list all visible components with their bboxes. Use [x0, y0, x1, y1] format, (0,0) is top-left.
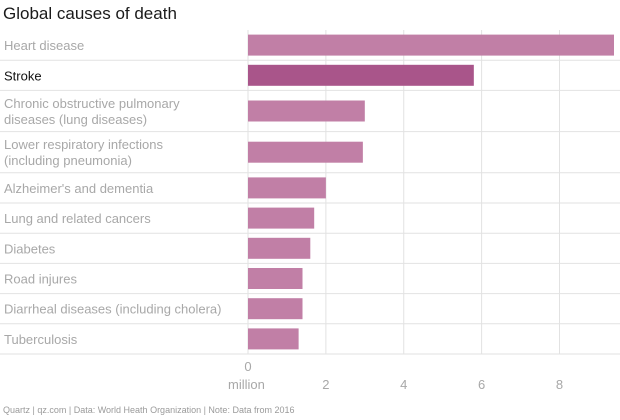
source-note: Quartz | qz.com | Data: World Heath Orga… [3, 405, 294, 415]
chart-title: Global causes of death [3, 4, 177, 23]
category-label-8: Diarrheal diseases (including cholera) [4, 302, 222, 317]
category-label-9: Tuberculosis [4, 332, 78, 347]
category-label-5: Lung and related cancers [4, 211, 151, 226]
bar-8 [248, 298, 303, 320]
category-label-3-0: Lower respiratory infections [4, 137, 163, 152]
category-label-0: Heart disease [4, 38, 84, 53]
x-tick-label-0: 0 [244, 359, 251, 374]
bar-9 [248, 328, 299, 350]
bars-layer [248, 34, 614, 350]
x-axis: 0 2 4 6 8 [244, 359, 563, 392]
bar-7 [248, 268, 303, 289]
bar-3 [248, 141, 363, 163]
x-tick-label-2: 2 [322, 377, 329, 392]
category-labels: Heart disease Stroke Chronic obstructive p… [4, 38, 222, 347]
category-label-4: Alzheimer's and dementia [4, 181, 154, 196]
bar-6 [248, 237, 311, 259]
category-label-1: Stroke [4, 68, 42, 83]
bar-5 [248, 207, 315, 229]
x-axis-label: million [228, 377, 265, 392]
category-label-3-1: (including pneumonia) [4, 153, 132, 168]
category-label-2-0: Chronic obstructive pulmonary [4, 96, 180, 111]
x-tick-label-4: 4 [400, 377, 407, 392]
category-label-7: Road injures [4, 272, 77, 287]
category-label-6: Diabetes [4, 241, 56, 256]
x-tick-label-6: 6 [478, 377, 485, 392]
bar-4 [248, 177, 326, 199]
bar-1 [248, 64, 474, 86]
bar-2 [248, 100, 365, 122]
category-label-2-1: diseases (lung diseases) [4, 112, 147, 127]
bar-0 [248, 34, 614, 56]
x-tick-label-8: 8 [556, 377, 563, 392]
